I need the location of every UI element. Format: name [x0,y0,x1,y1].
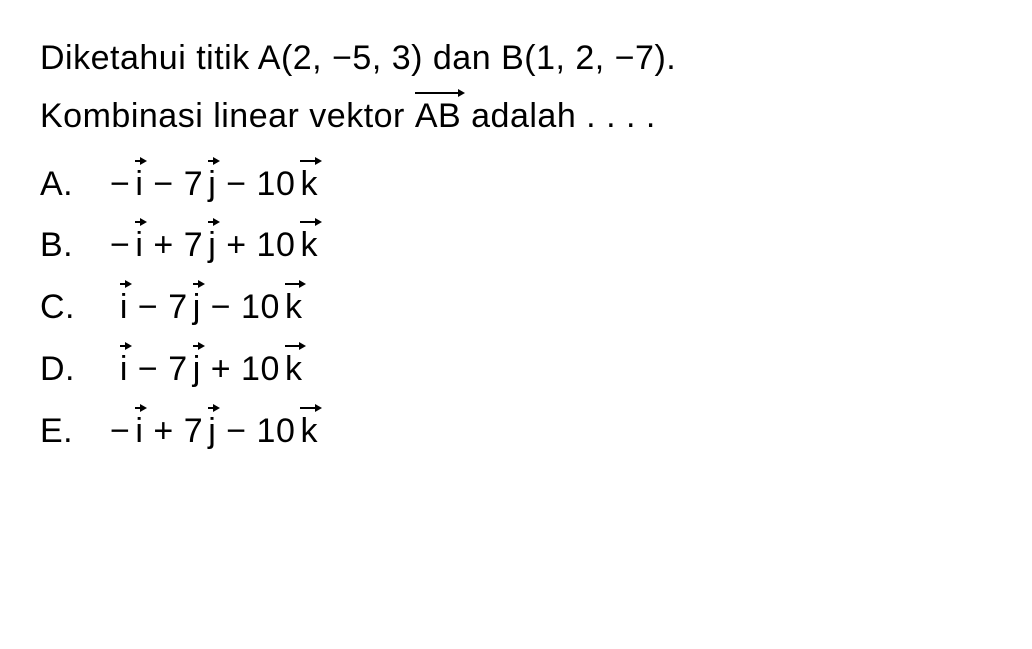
option-a-letter: A. [40,156,100,214]
option-d-letter: D. [40,341,100,399]
unit-k-icon: k [300,217,318,275]
unit-k-icon: k [285,279,303,337]
unit-j-icon: j [208,403,216,461]
option-e: E. −i + 7j − 10k [40,403,992,461]
opt-a-kcoeff: − 10 [216,165,295,203]
q1-minus5: −5 [332,39,372,77]
vector-ab: AB [415,88,461,146]
option-c-letter: C. [40,279,100,337]
opt-a-prefix: − [110,165,130,203]
q1-minus7: −7 [615,39,655,77]
opt-a-jcoeff: − 7 [143,165,203,203]
unit-i-icon: i [135,403,143,461]
unit-j-icon: j [208,217,216,275]
option-a: A. −i − 7j − 10k [40,156,992,214]
opt-b-kcoeff: + 10 [216,226,295,264]
unit-k-icon: k [300,156,318,214]
question-line-2: Kombinasi linear vektor AB adalah . . . … [40,88,992,146]
unit-i-icon: i [135,156,143,214]
option-b-expr: −i + 7j + 10k [100,217,318,275]
opt-e-prefix: − [110,412,130,450]
option-e-letter: E. [40,403,100,461]
q1-text-a: Diketahui titik A(2, [40,39,332,77]
option-e-expr: −i + 7j − 10k [100,403,318,461]
option-b-letter: B. [40,217,100,275]
opt-c-kcoeff: − 10 [201,288,280,326]
q1-text-c: ). [654,39,676,77]
unit-i-icon: i [120,279,128,337]
opt-b-jcoeff: + 7 [143,226,203,264]
q2-text-a: Kombinasi linear vektor [40,97,415,135]
option-a-expr: −i − 7j − 10k [100,156,318,214]
opt-b-prefix: − [110,226,130,264]
option-d: D. i − 7j + 10k [40,341,992,399]
unit-j-icon: j [193,279,201,337]
opt-d-jcoeff: − 7 [128,350,188,388]
unit-j-icon: j [193,341,201,399]
question-block: Diketahui titik A(2, −5, 3) dan B(1, 2, … [40,30,992,146]
option-d-expr: i − 7j + 10k [100,341,302,399]
opt-e-kcoeff: − 10 [216,412,295,450]
option-c-expr: i − 7j − 10k [100,279,302,337]
option-c: C. i − 7j − 10k [40,279,992,337]
q1-text-b: , 3) dan B(1, 2, [372,39,615,77]
unit-k-icon: k [300,403,318,461]
option-b: B. −i + 7j + 10k [40,217,992,275]
q2-text-b: adalah . . . . [461,97,656,135]
unit-j-icon: j [208,156,216,214]
opt-d-kcoeff: + 10 [201,350,280,388]
unit-k-icon: k [285,341,303,399]
question-line-1: Diketahui titik A(2, −5, 3) dan B(1, 2, … [40,30,992,88]
unit-i-icon: i [120,341,128,399]
opt-c-jcoeff: − 7 [128,288,188,326]
opt-e-jcoeff: + 7 [143,412,203,450]
unit-i-icon: i [135,217,143,275]
